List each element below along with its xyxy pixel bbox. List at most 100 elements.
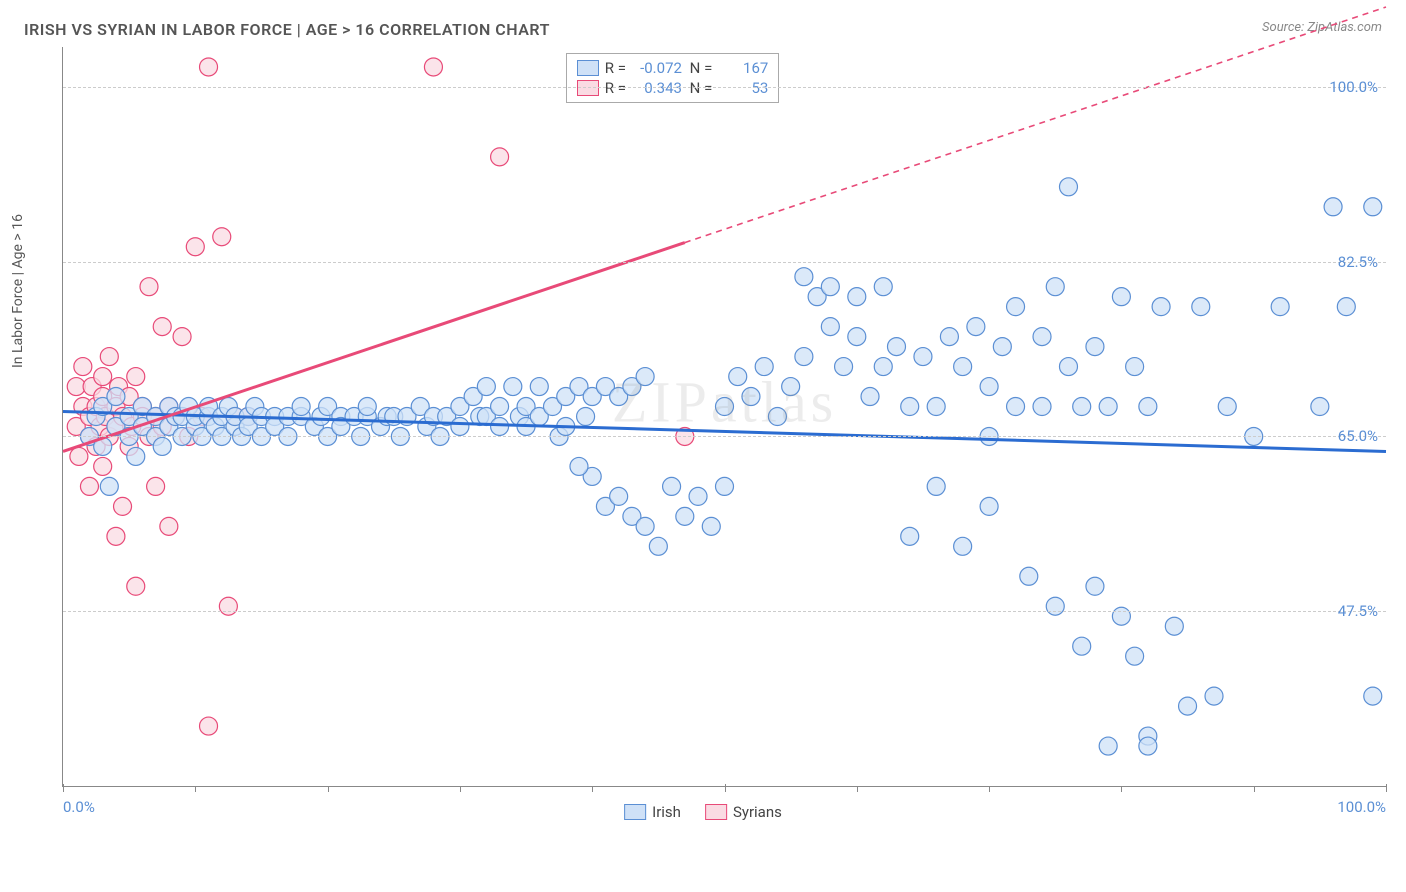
data-point [716,398,734,416]
data-point [702,517,720,535]
data-point [861,388,879,406]
data-point [848,328,866,346]
data-point [689,487,707,505]
data-point [186,238,204,256]
data-point [729,368,747,386]
data-point [1337,298,1355,316]
data-point [491,398,509,416]
data-point [954,358,972,376]
x-tick-label: 0.0% [63,798,95,816]
data-point [127,447,145,465]
data-point [140,278,158,296]
data-point [477,378,495,396]
swatch-irish-icon [624,804,646,820]
data-point [1086,577,1104,595]
data-point [1007,398,1025,416]
data-point [835,358,853,376]
data-point [147,477,165,495]
data-point [127,368,145,386]
data-point [1033,328,1051,346]
data-point [1059,358,1077,376]
data-point [530,378,548,396]
data-point [94,457,112,475]
y-tick-label: 65.0% [1338,427,1378,445]
data-point [742,388,760,406]
plot-area: ZIPatlas R = -0.072 N = 167 R = 0.343 [62,47,1386,787]
data-point [292,398,310,416]
y-tick-label: 82.5% [1338,253,1378,271]
plot-container: In Labor Force | Age > 16 ZIPatlas R = -… [20,47,1386,827]
data-point [491,148,509,166]
data-point [1112,288,1130,306]
data-point [795,268,813,286]
data-point [795,348,813,366]
y-tick-label: 100.0% [1329,78,1378,96]
series-legend: Irish Syrians [624,803,782,821]
data-point [424,58,442,76]
data-point [577,408,595,426]
data-point [663,477,681,495]
data-point [1218,398,1236,416]
data-point [954,537,972,555]
data-point [114,497,132,515]
data-point [1271,298,1289,316]
chart-container: IRISH VS SYRIAN IN LABOR FORCE | AGE > 1… [20,20,1386,872]
legend-label: Irish [652,803,681,821]
data-point [1364,687,1382,705]
data-point [901,527,919,545]
data-point [887,338,905,356]
data-point [927,398,945,416]
r-label: R = [605,79,626,97]
data-point [716,477,734,495]
data-point [874,358,892,376]
n-value-syrians: 53 [716,79,768,97]
header: IRISH VS SYRIAN IN LABOR FORCE | AGE > 1… [20,20,1386,47]
data-point [1046,597,1064,615]
data-point [213,228,231,246]
correlation-legend: R = -0.072 N = 167 R = 0.343 N = 53 [566,53,780,103]
data-point [676,507,694,525]
legend-row-irish: R = -0.072 N = 167 [577,58,769,78]
swatch-irish-icon [577,60,599,76]
data-point [649,537,667,555]
data-point [1099,398,1117,416]
data-point [1020,567,1038,585]
data-point [901,398,919,416]
data-point [1073,398,1091,416]
data-point [1205,687,1223,705]
data-point [1033,398,1051,416]
y-axis-label: In Labor Force | Age > 16 [10,214,26,368]
data-point [1179,697,1197,715]
data-point [219,597,237,615]
data-point [1364,198,1382,216]
legend-label: Syrians [733,803,782,821]
data-point [1139,398,1157,416]
data-point [1046,278,1064,296]
data-point [874,278,892,296]
data-point [1099,737,1117,755]
data-point [1086,338,1104,356]
data-point [200,58,218,76]
data-point [980,378,998,396]
data-point [153,437,171,455]
data-point [173,328,191,346]
data-point [1112,607,1130,625]
data-point [980,497,998,515]
swatch-syrians-icon [577,80,599,96]
data-point [821,318,839,336]
data-point [570,457,588,475]
data-point [1139,737,1157,755]
data-point [768,408,786,426]
data-point [100,348,118,366]
data-point [940,328,958,346]
data-point [782,378,800,396]
data-point [70,447,88,465]
data-point [927,477,945,495]
data-point [94,368,112,386]
source-label: Source: ZipAtlas.com [1262,20,1382,35]
data-point [848,288,866,306]
n-label: N = [686,79,712,97]
swatch-syrians-icon [705,804,727,820]
data-point [1126,358,1144,376]
data-point [755,358,773,376]
